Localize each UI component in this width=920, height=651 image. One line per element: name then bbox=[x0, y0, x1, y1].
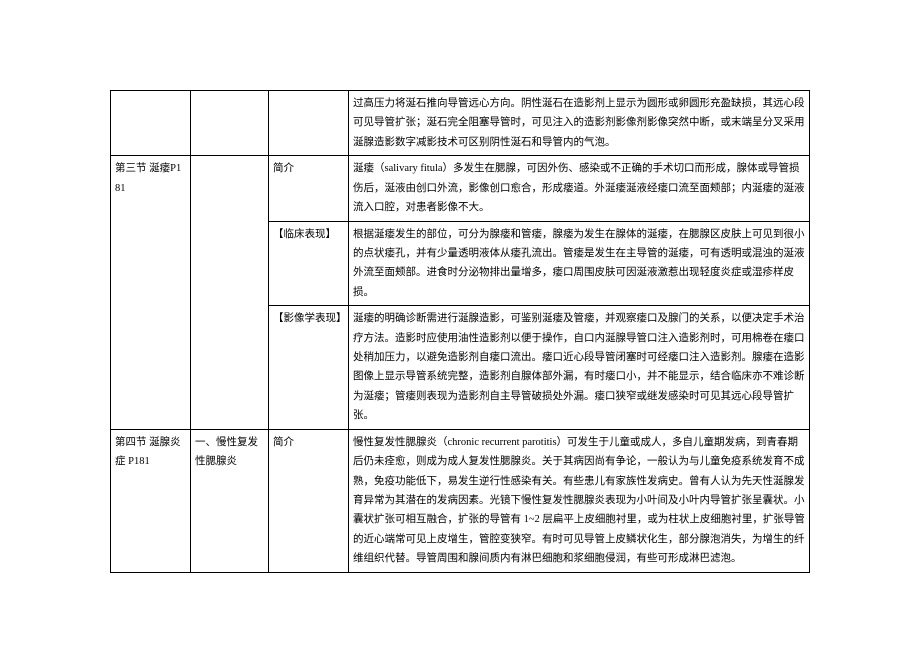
cell-body: 涎瘘的明确诊断需进行涎腺造影，可鉴别涎瘘及管瘘，并观察瘘口及腺门的关系，以便决定… bbox=[349, 306, 810, 430]
cell-head: 简介 bbox=[269, 156, 349, 221]
cell-sub bbox=[191, 91, 269, 156]
cell-head: 简介 bbox=[269, 429, 349, 572]
cell-section bbox=[111, 91, 191, 156]
cell-body: 慢性复发性腮腺炎（chronic recurrent parotitis）可发生… bbox=[349, 429, 810, 572]
cell-body: 涎瘘（salivary fitula）多发生在腮腺，可因外伤、感染或不正确的手术… bbox=[349, 156, 810, 221]
cell-sub bbox=[191, 156, 269, 429]
cell-section: 第四节 涎腺炎症 P181 bbox=[111, 429, 191, 572]
cell-body: 过高压力将涎石推向导管远心方向。阴性涎石在造影剂上显示为圆形或卵圆形充盈缺损，其… bbox=[349, 91, 810, 156]
cell-head: 【临床表现】 bbox=[269, 221, 349, 306]
table-row: 过高压力将涎石推向导管远心方向。阴性涎石在造影剂上显示为圆形或卵圆形充盈缺损，其… bbox=[111, 91, 810, 156]
cell-head: 【影像学表现】 bbox=[269, 306, 349, 430]
cell-head bbox=[269, 91, 349, 156]
table-row: 第三节 涎瘘P181 简介 涎瘘（salivary fitula）多发生在腮腺，… bbox=[111, 156, 810, 221]
cell-body: 根据涎瘘发生的部位，可分为腺瘘和管瘘，腺瘘为发生在腺体的涎瘘，在腮腺区皮肤上可见… bbox=[349, 221, 810, 306]
document-page: 过高压力将涎石推向导管远心方向。阴性涎石在造影剂上显示为圆形或卵圆形充盈缺损，其… bbox=[0, 0, 920, 613]
cell-section: 第三节 涎瘘P181 bbox=[111, 156, 191, 429]
content-table: 过高压力将涎石推向导管远心方向。阴性涎石在造影剂上显示为圆形或卵圆形充盈缺损，其… bbox=[110, 90, 810, 573]
table-row: 第四节 涎腺炎症 P181 一、慢性复发性腮腺炎 简介 慢性复发性腮腺炎（chr… bbox=[111, 429, 810, 572]
cell-sub: 一、慢性复发性腮腺炎 bbox=[191, 429, 269, 572]
